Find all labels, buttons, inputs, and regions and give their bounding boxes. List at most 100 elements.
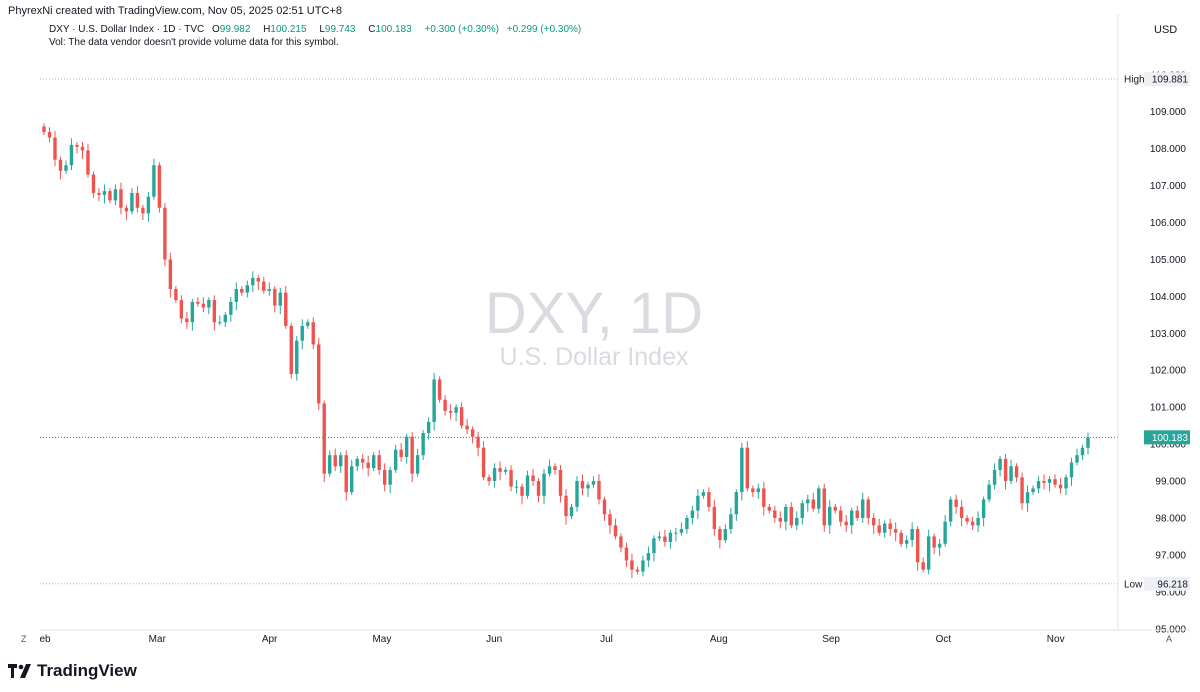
price-tick-label: 101.000 xyxy=(1150,403,1187,414)
zoom-toggle[interactable]: Z xyxy=(21,634,27,644)
candle-body xyxy=(476,436,480,448)
candle-body xyxy=(608,514,612,526)
candle xyxy=(630,553,634,579)
price-tick-label: 105.000 xyxy=(1150,255,1187,266)
candle-body xyxy=(833,506,837,511)
candle-body xyxy=(190,301,195,323)
candle-body xyxy=(915,529,920,563)
candle-body xyxy=(965,517,969,522)
candle xyxy=(850,507,854,534)
candle xyxy=(773,505,777,523)
candle xyxy=(1075,448,1079,466)
candle xyxy=(729,507,733,534)
time-axis[interactable]: eb Mar Apr May Jun Jul Aug Sep Oct Nov xyxy=(39,629,1190,645)
candle-body xyxy=(987,484,991,500)
candle-body xyxy=(366,462,370,469)
candle-body xyxy=(393,449,398,470)
candle xyxy=(872,513,876,534)
currency-label[interactable]: USD xyxy=(1154,24,1178,36)
time-tick-label: Apr xyxy=(262,634,278,645)
candle xyxy=(207,297,211,315)
price-axis[interactable]: 95.00096.00097.00098.00099.000100.000101… xyxy=(1117,14,1187,635)
candle xyxy=(388,467,392,494)
candle xyxy=(981,496,986,527)
candle xyxy=(245,280,250,298)
tradingview-icon xyxy=(8,664,31,678)
volume-note: Vol: The data vendor doesn't provide vol… xyxy=(49,37,339,48)
candle xyxy=(806,494,810,512)
candle-body xyxy=(168,259,173,289)
candle xyxy=(503,467,508,475)
candle-body xyxy=(635,569,640,572)
candle-body xyxy=(893,529,898,533)
candle xyxy=(514,479,519,494)
candle-body xyxy=(575,481,579,507)
candle xyxy=(657,531,662,542)
candle xyxy=(399,442,403,462)
candle xyxy=(1031,485,1035,496)
candle xyxy=(613,518,618,540)
change-value: +0.300 (+0.30%) xyxy=(424,24,499,35)
price-tick-label: 103.000 xyxy=(1150,329,1187,340)
candle-body xyxy=(729,514,733,530)
candle xyxy=(762,481,766,516)
candle xyxy=(404,433,409,464)
candle xyxy=(322,400,326,483)
candle-body xyxy=(580,481,585,489)
candle-body xyxy=(981,499,986,518)
candle-body xyxy=(624,547,629,561)
candle-body xyxy=(712,506,717,530)
candle xyxy=(130,188,134,215)
candle-body xyxy=(1069,462,1074,478)
candle-body xyxy=(240,288,244,293)
candle-body xyxy=(404,436,409,458)
candle-body xyxy=(844,521,848,526)
candle-body xyxy=(262,281,266,291)
candle-body xyxy=(641,560,645,572)
candle-body xyxy=(1020,477,1024,504)
candle xyxy=(679,522,684,536)
candle xyxy=(701,489,706,499)
price-tick-label: 97.000 xyxy=(1155,550,1186,561)
candle-body xyxy=(784,506,788,522)
tradingview-logo[interactable]: TradingView xyxy=(8,661,137,681)
candle-body xyxy=(828,506,832,526)
candle xyxy=(531,468,535,486)
candle xyxy=(624,542,629,568)
candle xyxy=(784,503,788,531)
candle xyxy=(174,286,178,304)
candle xyxy=(470,426,475,444)
candle-body xyxy=(273,288,277,306)
candle-body xyxy=(998,458,1002,470)
candle-body xyxy=(921,562,925,570)
candle xyxy=(80,141,85,159)
candle-body xyxy=(1014,466,1019,478)
candle xyxy=(893,522,898,542)
candle-body xyxy=(904,540,909,544)
candle xyxy=(289,322,293,379)
candle-body xyxy=(426,421,431,434)
candle-body xyxy=(443,399,447,411)
candle xyxy=(454,404,458,422)
candle-body xyxy=(245,285,250,293)
candle-body xyxy=(1036,481,1041,489)
candle xyxy=(1080,444,1085,460)
time-tick-label: Jul xyxy=(600,634,613,645)
symbol-title[interactable]: DXY · U.S. Dollar Index · 1D · TVC xyxy=(49,24,205,35)
auto-scale-toggle[interactable]: A xyxy=(1166,634,1173,644)
candle xyxy=(1020,472,1024,510)
candle-body xyxy=(344,455,348,493)
candle xyxy=(954,494,958,514)
low-badge xyxy=(1144,576,1190,591)
candle-body xyxy=(306,322,310,326)
low-label: Low xyxy=(1124,579,1143,590)
candle xyxy=(328,450,332,477)
candle-body xyxy=(839,510,843,522)
candle xyxy=(811,492,815,512)
candles xyxy=(42,123,1090,579)
candle-body xyxy=(355,458,359,467)
candle-body xyxy=(855,510,859,518)
candle-body xyxy=(1047,479,1052,483)
candle-body xyxy=(734,492,739,515)
